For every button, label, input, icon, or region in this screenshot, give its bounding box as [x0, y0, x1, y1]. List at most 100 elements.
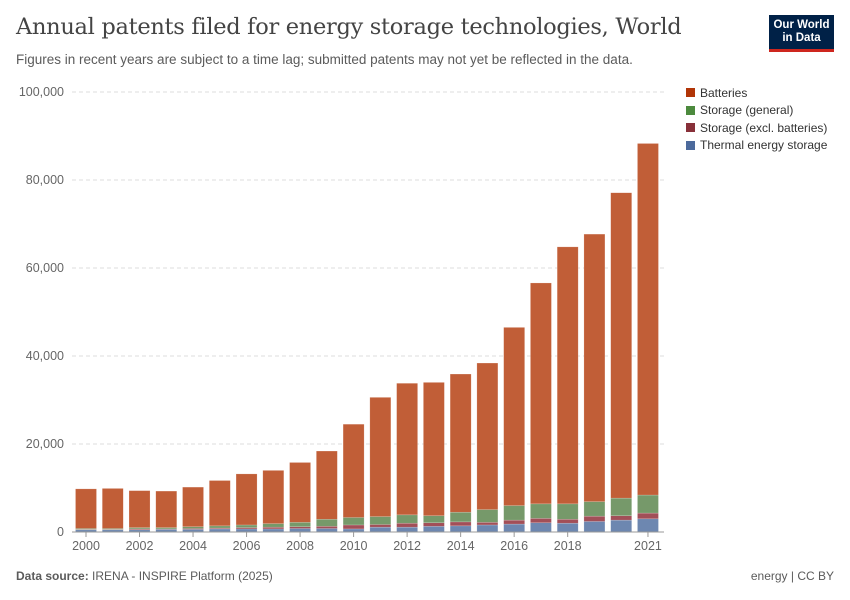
- bar-segment-storage-general--2019[interactable]: [584, 502, 605, 517]
- bar-segment-storage-excl-batteries--2008[interactable]: [290, 527, 311, 529]
- bar-segment-thermal-energy-storage-2019[interactable]: [584, 521, 605, 532]
- bar-segment-storage-general--2008[interactable]: [290, 522, 311, 526]
- bar-segment-storage-excl-batteries--2020[interactable]: [611, 516, 632, 520]
- y-tick-label: 100,000: [19, 85, 64, 99]
- bar-segment-storage-general--2015[interactable]: [477, 510, 498, 523]
- legend-item[interactable]: Batteries: [686, 84, 827, 102]
- bar-segment-batteries-2016[interactable]: [504, 327, 525, 505]
- legend-label: Thermal energy storage: [700, 138, 827, 152]
- bar-segment-thermal-energy-storage-2009[interactable]: [316, 528, 337, 532]
- legend-item[interactable]: Storage (excl. batteries): [686, 119, 827, 137]
- bar-segment-storage-general--2009[interactable]: [316, 519, 337, 526]
- bar-segment-storage-general--2021[interactable]: [637, 495, 658, 513]
- bar-segment-batteries-2007[interactable]: [263, 470, 284, 523]
- data-source: Data source: IRENA - INSPIRE Platform (2…: [16, 569, 273, 583]
- bar-segment-thermal-energy-storage-2018[interactable]: [557, 523, 578, 532]
- bar-segment-batteries-2012[interactable]: [397, 383, 418, 515]
- bar-segment-thermal-energy-storage-2016[interactable]: [504, 524, 525, 532]
- bar-segment-storage-excl-batteries--2017[interactable]: [530, 518, 551, 522]
- bar-segment-thermal-energy-storage-2015[interactable]: [477, 525, 498, 532]
- bar-segment-batteries-2013[interactable]: [423, 382, 444, 515]
- bar-segment-batteries-2000[interactable]: [76, 489, 97, 529]
- y-tick-label: 40,000: [26, 349, 64, 363]
- bar-segment-batteries-2001[interactable]: [102, 488, 123, 528]
- bar-segment-storage-excl-batteries--2018[interactable]: [557, 519, 578, 523]
- bar-segment-storage-general--2005[interactable]: [209, 526, 230, 528]
- legend-label: Storage (excl. batteries): [700, 121, 827, 135]
- legend-swatch: [686, 123, 695, 132]
- bar-segment-thermal-energy-storage-2011[interactable]: [370, 527, 391, 532]
- bar-segment-storage-excl-batteries--2009[interactable]: [316, 526, 337, 528]
- bar-segment-storage-excl-batteries--2010[interactable]: [343, 525, 364, 529]
- bar-segment-storage-excl-batteries--2013[interactable]: [423, 523, 444, 527]
- bar-segment-storage-general--2017[interactable]: [530, 504, 551, 519]
- bar-segment-storage-general--2010[interactable]: [343, 517, 364, 524]
- legend-label: Batteries: [700, 86, 747, 100]
- legend-item[interactable]: Thermal energy storage: [686, 137, 827, 155]
- bar-segment-thermal-energy-storage-2013[interactable]: [423, 526, 444, 532]
- bar-segment-thermal-energy-storage-2012[interactable]: [397, 527, 418, 532]
- bar-segment-storage-general--2014[interactable]: [450, 512, 471, 522]
- bar-segment-storage-excl-batteries--2007[interactable]: [263, 527, 284, 529]
- source-text[interactable]: IRENA - INSPIRE Platform (2025): [92, 569, 273, 583]
- bar-segment-storage-general--2020[interactable]: [611, 498, 632, 516]
- bar-segment-thermal-energy-storage-2014[interactable]: [450, 526, 471, 532]
- bar-segment-storage-general--2018[interactable]: [557, 504, 578, 519]
- bar-segment-batteries-2014[interactable]: [450, 374, 471, 512]
- x-tick-label: 2012: [393, 539, 421, 553]
- bar-segment-thermal-energy-storage-2017[interactable]: [530, 523, 551, 532]
- y-tick-label: 20,000: [26, 437, 64, 451]
- bar-segment-batteries-2020[interactable]: [611, 193, 632, 498]
- y-tick-label: 80,000: [26, 173, 64, 187]
- x-tick-label: 2006: [233, 539, 261, 553]
- legend-item[interactable]: Storage (general): [686, 102, 827, 120]
- bar-segment-batteries-2011[interactable]: [370, 397, 391, 516]
- legend-swatch: [686, 141, 695, 150]
- bar-segment-batteries-2009[interactable]: [316, 451, 337, 519]
- bar-segment-batteries-2017[interactable]: [530, 283, 551, 504]
- bar-segment-batteries-2018[interactable]: [557, 247, 578, 504]
- x-tick-label: 2016: [500, 539, 528, 553]
- bar-segment-storage-general--2004[interactable]: [183, 527, 204, 529]
- x-tick-label: 2014: [447, 539, 475, 553]
- bar-segment-storage-general--2013[interactable]: [423, 516, 444, 523]
- x-tick-label: 2018: [554, 539, 582, 553]
- bar-segment-batteries-2002[interactable]: [129, 491, 150, 528]
- bar-segment-batteries-2008[interactable]: [290, 462, 311, 522]
- bar-segment-thermal-energy-storage-2008[interactable]: [290, 528, 311, 532]
- bar-segment-batteries-2006[interactable]: [236, 474, 257, 525]
- bar-segment-storage-excl-batteries--2012[interactable]: [397, 523, 418, 527]
- bar-segment-batteries-2015[interactable]: [477, 363, 498, 510]
- x-tick-label: 2021: [634, 539, 662, 553]
- bar-segment-batteries-2005[interactable]: [209, 481, 230, 526]
- bar-segment-batteries-2010[interactable]: [343, 424, 364, 517]
- x-tick-label: 2004: [179, 539, 207, 553]
- bar-segment-storage-excl-batteries--2016[interactable]: [504, 520, 525, 524]
- bar-segment-thermal-energy-storage-2021[interactable]: [637, 519, 658, 532]
- x-tick-label: 2002: [126, 539, 154, 553]
- bar-segment-storage-general--2006[interactable]: [236, 525, 257, 528]
- license[interactable]: energy | CC BY: [751, 569, 834, 583]
- bar-segment-batteries-2021[interactable]: [637, 143, 658, 495]
- source-label: Data source:: [16, 569, 89, 583]
- y-tick-label: 60,000: [26, 261, 64, 275]
- bar-segment-storage-excl-batteries--2014[interactable]: [450, 522, 471, 526]
- bar-segment-batteries-2019[interactable]: [584, 234, 605, 502]
- bar-segment-storage-excl-batteries--2019[interactable]: [584, 516, 605, 521]
- bar-segment-storage-general--2007[interactable]: [263, 524, 284, 528]
- bar-segment-batteries-2004[interactable]: [183, 487, 204, 527]
- bar-segment-storage-excl-batteries--2015[interactable]: [477, 522, 498, 525]
- x-tick-label: 2000: [72, 539, 100, 553]
- bar-segment-storage-excl-batteries--2021[interactable]: [637, 513, 658, 519]
- y-tick-label: 0: [57, 525, 64, 539]
- bar-segment-storage-general--2016[interactable]: [504, 506, 525, 521]
- bar-segment-storage-general--2011[interactable]: [370, 517, 391, 525]
- legend: Batteries Storage (general)Storage (excl.…: [686, 84, 827, 154]
- bar-segment-thermal-energy-storage-2020[interactable]: [611, 520, 632, 532]
- bar-segment-storage-general--2012[interactable]: [397, 515, 418, 523]
- bar-segment-batteries-2003[interactable]: [156, 491, 177, 528]
- x-tick-label: 2010: [340, 539, 368, 553]
- legend-swatch: [686, 106, 695, 115]
- bar-segment-storage-excl-batteries--2011[interactable]: [370, 525, 391, 528]
